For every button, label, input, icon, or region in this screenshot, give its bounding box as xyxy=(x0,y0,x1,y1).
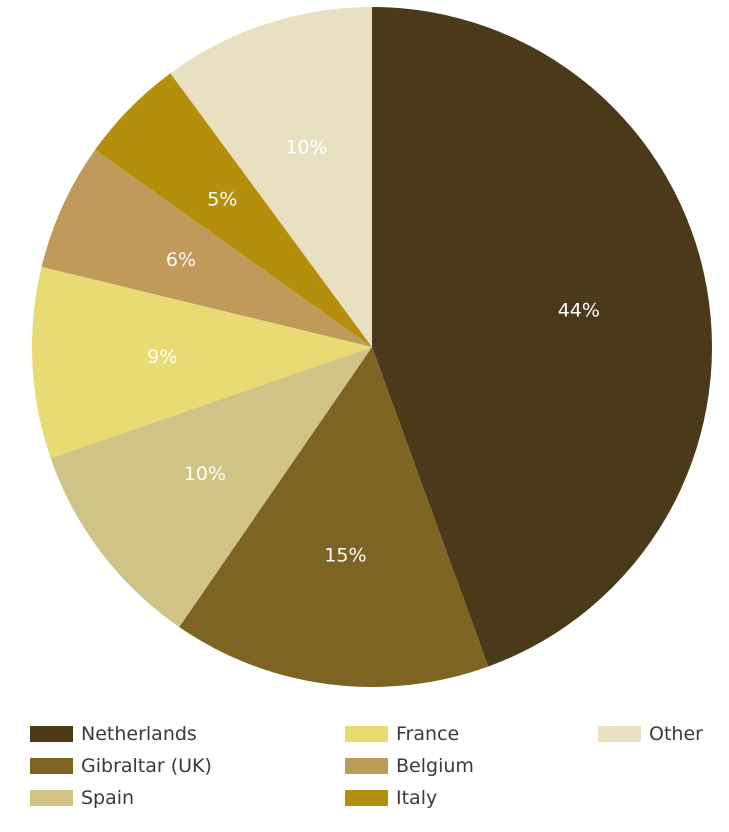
legend-label: Italy xyxy=(396,787,438,809)
slice-label-spain: 10% xyxy=(184,463,226,485)
pie-slices xyxy=(32,7,712,687)
legend-label: France xyxy=(396,723,460,745)
legend-swatch xyxy=(345,790,388,806)
legend-swatch xyxy=(345,726,388,742)
pie-slice-netherlands xyxy=(372,7,712,667)
legend-item-netherlands: Netherlands xyxy=(30,721,197,747)
pie-slice-gibraltar-uk xyxy=(179,347,489,687)
legend-label: Spain xyxy=(81,787,135,809)
pie-slice-belgium xyxy=(41,149,372,347)
pie-slice-labels: 44% 15% 10% 9% 6% 5% 10% xyxy=(147,136,600,566)
slice-label-france: 9% xyxy=(147,346,177,368)
legend-item-italy: Italy xyxy=(345,785,437,811)
slice-label-belgium: 6% xyxy=(166,249,196,271)
legend-item-belgium: Belgium xyxy=(345,753,474,779)
slice-label-other: 10% xyxy=(285,136,327,158)
pie-slice-other xyxy=(170,7,372,347)
legend-swatch xyxy=(30,790,73,806)
legend-label: Other xyxy=(649,723,703,745)
slice-label-netherlands: 44% xyxy=(558,300,600,322)
legend-label: Belgium xyxy=(396,755,474,777)
legend-swatch xyxy=(30,758,73,774)
pie-chart: 44% 15% 10% 9% 6% 5% 10% xyxy=(32,7,712,687)
legend-item-spain: Spain xyxy=(30,785,134,811)
pie-slice-italy xyxy=(95,73,372,347)
legend-swatch xyxy=(345,758,388,774)
pie-slice-france xyxy=(32,266,372,459)
legend-label: Netherlands xyxy=(81,723,197,745)
slice-label-gibraltar-uk: 15% xyxy=(324,544,366,566)
legend-item-other: Other xyxy=(598,721,703,747)
legend-item-gibraltar-uk: Gibraltar (UK) xyxy=(30,753,212,779)
legend-swatch xyxy=(30,726,73,742)
slice-label-italy: 5% xyxy=(207,189,237,211)
pie-slice-spain xyxy=(50,347,373,628)
legend-item-france: France xyxy=(345,721,459,747)
legend-label: Gibraltar (UK) xyxy=(81,755,212,777)
chart-legend: Netherlands Gibraltar (UK) Spain France Belg… xyxy=(30,721,729,821)
legend-swatch xyxy=(598,726,641,742)
